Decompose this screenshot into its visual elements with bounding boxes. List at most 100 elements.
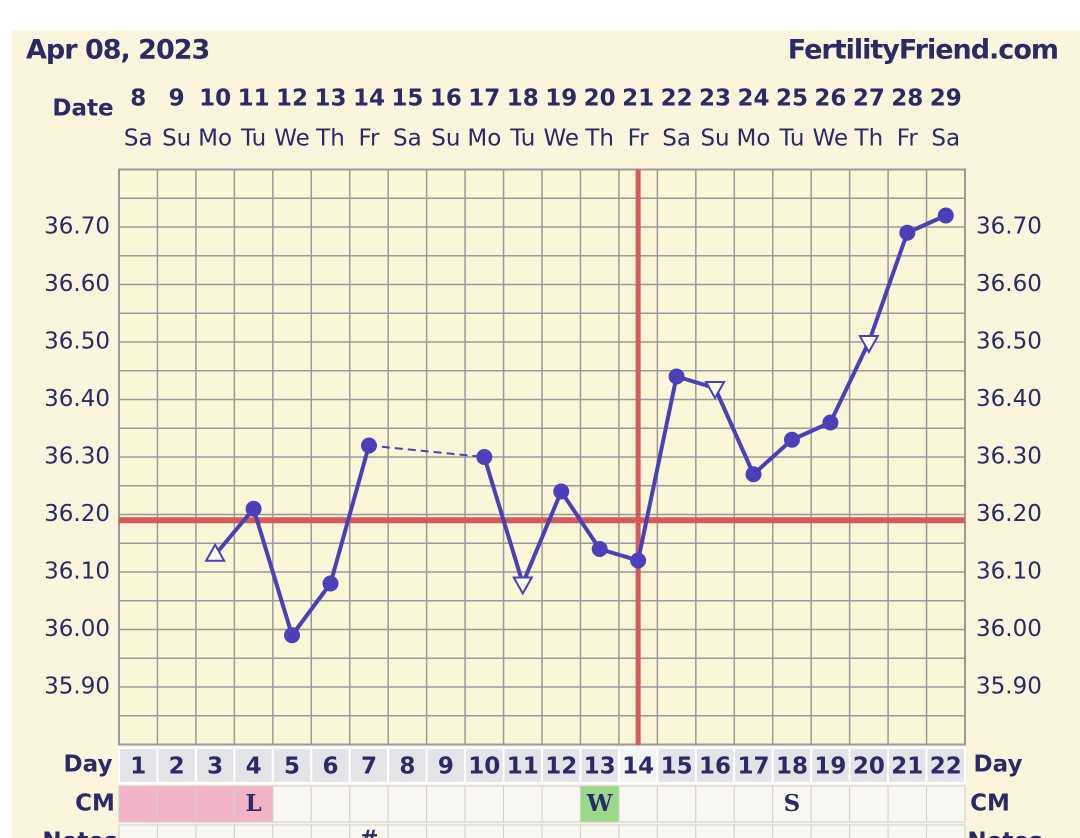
temperature-point [745, 466, 762, 483]
weekday-label: Sa [393, 126, 422, 152]
day-number: 16 [699, 754, 731, 780]
day-cell [694, 747, 736, 784]
cm-cell [233, 785, 274, 823]
cm-cell [272, 785, 312, 823]
day-cell [579, 747, 620, 784]
date-label: 28 [891, 86, 923, 112]
cm-cell [349, 785, 389, 823]
notes-value: # [359, 827, 378, 838]
notes-cell [426, 824, 466, 838]
day-cell [502, 747, 543, 784]
temperature-point [476, 449, 493, 465]
y-tick-label: 36.20 [44, 501, 110, 527]
weekday-label: Tu [240, 126, 266, 152]
cm-cell [387, 785, 428, 823]
day-cell [464, 747, 505, 784]
notes-cell [195, 824, 235, 838]
notes-cell [541, 824, 581, 838]
temperature-point-open [858, 335, 880, 355]
notes-cell [349, 824, 389, 838]
date-label: 18 [507, 86, 539, 112]
temperature-point [630, 552, 647, 569]
weekday-label: Fr [628, 126, 650, 152]
notes-cell [695, 824, 735, 838]
cm-cell [541, 785, 581, 823]
cm-cell [618, 785, 658, 823]
y-tick-label: 36.50 [44, 329, 110, 355]
y-tick-label: 36.00 [44, 616, 110, 642]
date-label: 23 [699, 86, 731, 112]
weekday-label: Su [162, 126, 191, 152]
temperature-point [899, 224, 916, 241]
cm-cell [310, 785, 351, 823]
notes-cell [887, 824, 928, 838]
temperature-point [822, 414, 839, 431]
cm-cell [656, 785, 697, 823]
date-label: 25 [776, 86, 808, 112]
notes-cell [310, 824, 351, 838]
day-cell [810, 747, 851, 784]
weekday-label: Mo [198, 126, 232, 152]
date-label: 24 [737, 86, 769, 112]
y-tick-label: 36.40 [44, 386, 110, 412]
date-label: 16 [430, 86, 462, 112]
date-label: Date [52, 96, 113, 122]
site-name: FertilityFriend.com [788, 35, 1058, 66]
weekday-label: Mo [737, 126, 771, 152]
weekday-label: Tu [778, 126, 804, 152]
notes-cell [156, 824, 197, 838]
day-cell [541, 747, 582, 784]
date-label: 9 [169, 86, 185, 112]
notes-cell [772, 824, 812, 838]
weekday-label: Fr [897, 126, 919, 152]
day-number: 13 [584, 754, 616, 780]
cm-cell [579, 785, 620, 823]
chart-date: Apr 08, 2023 [26, 35, 209, 66]
date-label: 14 [353, 86, 385, 112]
weekday-label: Su [431, 126, 460, 152]
day-label: Day [974, 752, 1023, 778]
cm-value: S [784, 790, 801, 817]
day-number: 19 [814, 754, 846, 780]
date-label: 17 [468, 86, 500, 112]
notes-cell [849, 824, 889, 838]
date-label: 27 [853, 86, 885, 112]
date-label: 26 [814, 86, 846, 112]
day-cell [887, 747, 928, 784]
date-label: 29 [930, 86, 962, 112]
gap-bridge [368, 444, 485, 458]
weekday-label: We [813, 126, 849, 152]
y-tick-label-right: 36.20 [976, 501, 1042, 527]
y-tick-label-right: 36.00 [976, 616, 1042, 642]
cm-value: W [586, 790, 614, 817]
y-tick-label-right: 35.90 [976, 674, 1042, 700]
cm-cell [926, 785, 966, 823]
cm-cell [849, 785, 889, 823]
day-number: 10 [468, 754, 500, 780]
day-label: Day [64, 752, 113, 778]
notes-label: Notes [42, 829, 117, 838]
weekday-label: Th [315, 126, 345, 152]
cm-cell [887, 785, 928, 823]
date-label: 10 [199, 86, 231, 112]
temperature-point-open [704, 381, 726, 401]
day-cell [387, 747, 428, 784]
notes-cell [503, 824, 543, 838]
day-cell [771, 747, 813, 784]
cm-cell [156, 785, 197, 823]
cm-cell [118, 785, 158, 823]
date-label: 20 [584, 86, 616, 112]
day-number: 1 [130, 754, 146, 780]
y-tick-label: 36.10 [44, 559, 110, 585]
y-tick-label: 36.30 [44, 444, 110, 470]
weekday-label: Su [700, 126, 729, 152]
weekday-label: Sa [931, 126, 960, 152]
weekday-label: Th [854, 126, 884, 152]
temperature-point [783, 431, 800, 448]
temperature-point [937, 207, 954, 224]
day-number: 15 [661, 754, 693, 780]
temperature-point-open [204, 542, 226, 562]
date-label: 11 [238, 86, 270, 112]
weekday-label: Sa [662, 126, 691, 152]
